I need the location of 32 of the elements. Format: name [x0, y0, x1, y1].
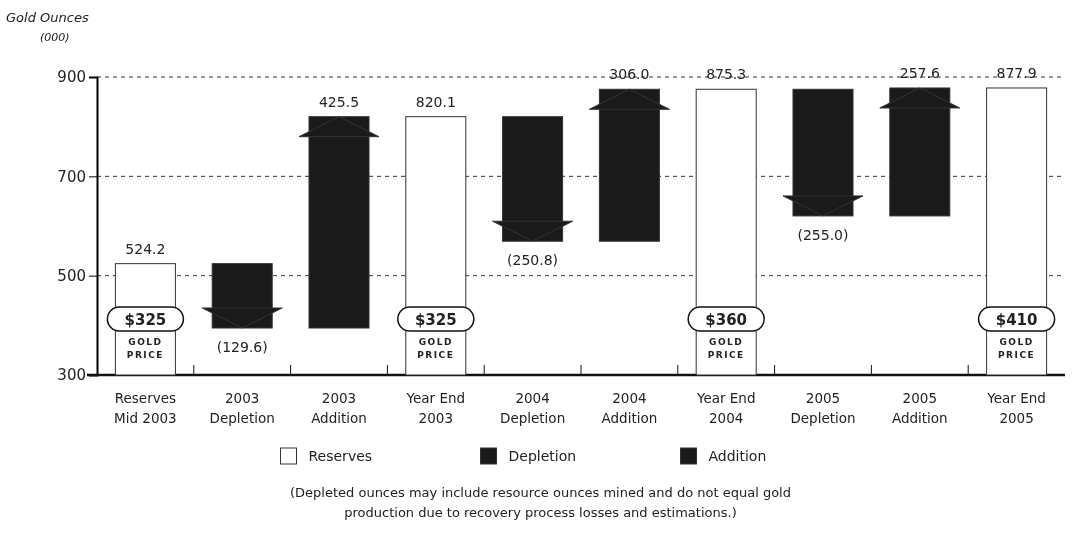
- text: (Depleted ounces may include resource ounces mined and do not equal gold production due to recovery process losses and estimations.): [290, 485, 791, 520]
- x-tick-label: 2005 Depletion: [790, 390, 856, 426]
- y-tick-label: 500: [57, 266, 86, 285]
- x-tick-label: 2004 Addition: [601, 390, 658, 426]
- annotation: $325 GOLD PRICE: [124, 311, 167, 360]
- annotation: $360 GOLD PRICE: [705, 311, 748, 360]
- x-tick-label: Year End 2003: [405, 390, 466, 426]
- legend-label: Depletion: [508, 448, 577, 464]
- data-label: 306.0: [609, 66, 650, 83]
- data-label: (250.8): [507, 252, 559, 269]
- y-tick-label: 700: [57, 167, 86, 186]
- x-tick-label: 2003 Addition: [311, 390, 367, 426]
- x-tick-label: 2005 Addition: [891, 390, 948, 426]
- data-label: (255.0): [797, 226, 849, 243]
- data-label: 524.2: [125, 240, 166, 257]
- x-tick-label: 2004 Depletion: [500, 390, 566, 426]
- data-label: 257.6: [899, 64, 940, 81]
- data-label: 820.1: [415, 93, 456, 110]
- annotation: $410 GOLD PRICE: [995, 311, 1038, 360]
- y-tick-label: 900: [57, 68, 86, 87]
- x-tick-label: 2003 Depletion: [209, 390, 275, 426]
- legend-label: Reserves: [308, 448, 373, 464]
- data-label: 877.9: [996, 64, 1037, 81]
- x-tick-label: Year End 2004: [695, 390, 756, 426]
- data-label: 425.5: [318, 93, 360, 110]
- data-label: 875.3: [706, 66, 747, 83]
- x-tick-label: Reserves Mid 2003: [114, 390, 177, 426]
- annotation: $325 GOLD PRICE: [414, 311, 457, 360]
- y-tick-label: 300: [57, 366, 86, 385]
- data-label: (129.6): [216, 339, 268, 356]
- x-tick-label: Year End 2005: [986, 390, 1046, 426]
- legend-label: Addition: [708, 448, 767, 464]
